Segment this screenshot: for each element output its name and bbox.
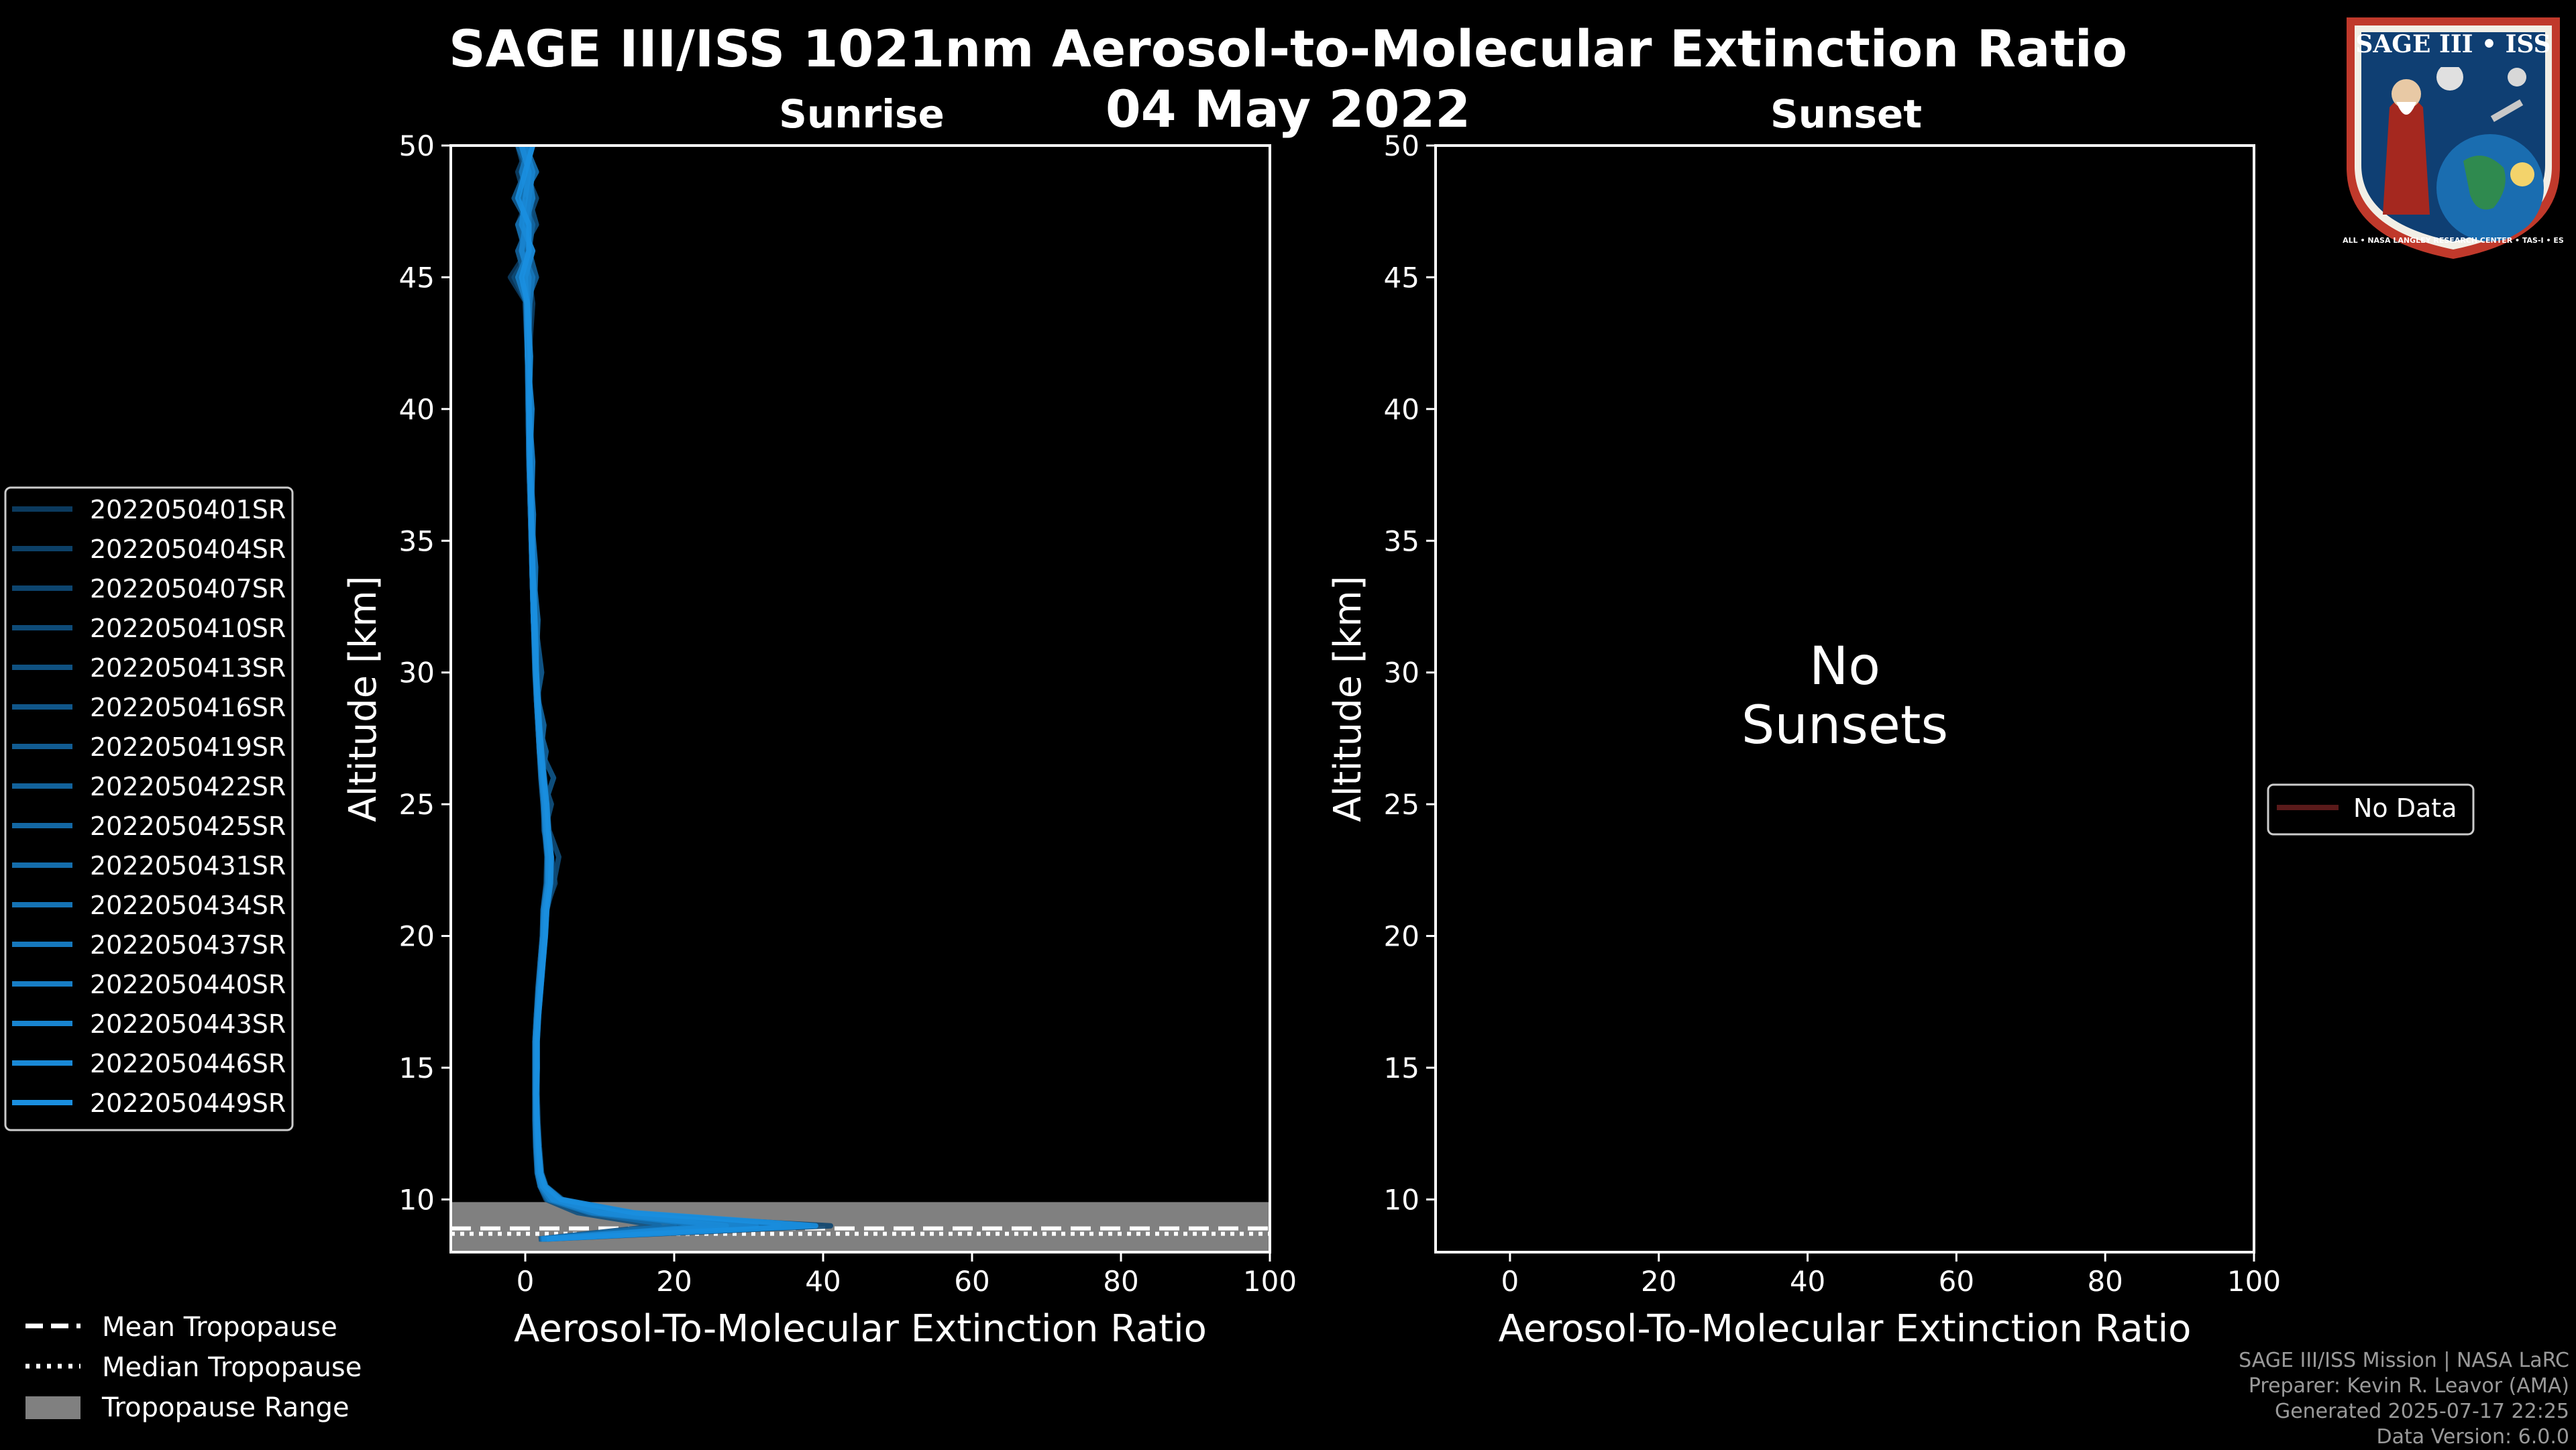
- sunset-panel: Sunset 0 20 40 60 80 100 10 15 20 25 30 35 40 45 50 Aero…: [1326, 91, 2281, 1351]
- sage-iii-iss-mission-patch: SAGE III • ISS BALL • NASA LANGLEY RESEA…: [2343, 17, 2564, 259]
- no-data-label: No Data: [2353, 793, 2457, 823]
- y-tick-label: 20: [399, 920, 435, 953]
- x-tick-label: 40: [1790, 1265, 1825, 1298]
- credit-generated: Generated 2025-07-17 22:25: [2274, 1400, 2569, 1423]
- y-tick-label: 15: [1384, 1052, 1419, 1084]
- x-tick-label: 20: [656, 1265, 692, 1298]
- x-tick-label: 60: [954, 1265, 989, 1298]
- series-line-2022050449SR: [515, 144, 818, 1242]
- legend-label: 2022050413SR: [90, 653, 286, 683]
- legend-label: 2022050449SR: [90, 1089, 286, 1118]
- y-tick-label: 35: [399, 524, 435, 557]
- legend-label: 2022050434SR: [90, 891, 286, 920]
- series-line-2022050419SR: [511, 144, 796, 1242]
- legend-label: 2022050446SR: [90, 1049, 286, 1078]
- no-sunsets-annotation-line1: No: [1809, 636, 1880, 697]
- y-tick-label: 40: [399, 393, 435, 426]
- y-tick-label: 40: [1384, 393, 1419, 426]
- credit-version: Data Version: 6.0.0: [2376, 1425, 2569, 1449]
- series-line-2022050434SR: [519, 144, 737, 1242]
- legend-label: 2022050404SR: [90, 535, 286, 564]
- y-tick-label: 35: [1384, 524, 1419, 557]
- credits-footer: SAGE III/ISS Mission | NASA LaRC Prepare…: [2239, 1348, 2569, 1450]
- legend-label: 2022050407SR: [90, 574, 286, 604]
- legend-label: 2022050431SR: [90, 851, 286, 881]
- patch-title: SAGE III • ISS: [2355, 30, 2551, 58]
- x-axis-label: Aerosol-To-Molecular Extinction Ratio: [514, 1307, 1207, 1351]
- x-tick-label: 100: [1243, 1265, 1297, 1298]
- tropopause-range-label: Tropopause Range: [101, 1392, 350, 1423]
- legend-label: 2022050416SR: [90, 693, 286, 722]
- series-line-2022050404SR: [515, 144, 774, 1242]
- x-tick-label: 0: [517, 1265, 535, 1298]
- x-axis-label: Aerosol-To-Molecular Extinction Ratio: [1499, 1307, 2192, 1351]
- legend-frame: [2267, 783, 2475, 836]
- sunset-legend: No Data: [2267, 783, 2475, 836]
- y-tick-label: 25: [1384, 788, 1419, 821]
- y-tick-label: 45: [399, 261, 435, 294]
- x-tick-label: 20: [1641, 1265, 1676, 1298]
- main-title: SAGE III/ISS 1021nm Aerosol-to-Molecular…: [448, 19, 2128, 78]
- legend-label: 2022050425SR: [90, 812, 286, 841]
- plot-frame: [449, 144, 1271, 1253]
- y-tick-label: 50: [399, 129, 435, 162]
- legend-label: 2022050437SR: [90, 930, 286, 960]
- legend-label: 2022050422SR: [90, 772, 286, 801]
- x-tick-label: 80: [2087, 1265, 2123, 1298]
- x-tick-label: 0: [1501, 1265, 1519, 1298]
- legend-label: 2022050440SR: [90, 970, 286, 999]
- y-axis-label: Altitude [km]: [341, 575, 385, 822]
- series-line-2022050413SR: [519, 144, 662, 1242]
- mean-tropopause-label: Mean Tropopause: [102, 1312, 337, 1343]
- series-line-2022050440SR: [515, 144, 714, 1242]
- sunrise-panel: Sunrise 0 20 40 60 80 100 10 15 20 25 30 35 40 45 50 Aer…: [341, 91, 1297, 1351]
- x-tick-label: 100: [2227, 1265, 2281, 1298]
- y-tick-label: 45: [1384, 261, 1419, 294]
- credit-mission: SAGE III/ISS Mission | NASA LaRC: [2239, 1349, 2569, 1372]
- no-sunsets-annotation-line2: Sunsets: [1741, 695, 1948, 756]
- x-tick-label: 40: [805, 1265, 841, 1298]
- y-tick-label: 10: [1384, 1183, 1419, 1216]
- panel-title: Sunset: [1770, 91, 1922, 137]
- y-tick-label: 25: [399, 788, 435, 821]
- x-tick-label: 60: [1939, 1265, 1974, 1298]
- plot-frame: [1434, 144, 2255, 1253]
- series-line-2022050422SR: [519, 144, 707, 1242]
- legend-label: 2022050401SR: [90, 495, 286, 524]
- legend-label: 2022050419SR: [90, 732, 286, 762]
- series-line-2022050401SR: [507, 144, 722, 1242]
- patch-ring-text: BALL • NASA LANGLEY RESEARCH CENTER • TA…: [2343, 236, 2564, 245]
- y-tick-label: 30: [1384, 657, 1419, 689]
- legend-label: 2022050443SR: [90, 1009, 286, 1039]
- credit-preparer: Preparer: Kevin R. Leavor (AMA): [2248, 1374, 2569, 1398]
- sunrise-series-legend: 2022050401SR 2022050404SR 2022050407SR 2022…: [4, 486, 294, 1131]
- median-tropopause-label: Median Tropopause: [102, 1352, 362, 1383]
- series-line-2022050446SR: [519, 144, 729, 1242]
- date-title: 04 May 2022: [1105, 79, 1471, 139]
- series-line-2022050437SR: [519, 144, 782, 1242]
- series-line-2022050425SR: [515, 144, 811, 1242]
- legend-label: 2022050410SR: [90, 614, 286, 643]
- series-line-2022050443SR: [519, 144, 759, 1242]
- series-line-2022050407SR: [519, 145, 834, 1242]
- y-tick-label: 30: [399, 657, 435, 689]
- y-tick-label: 10: [399, 1183, 435, 1216]
- y-tick-label: 15: [399, 1052, 435, 1084]
- tropopause-range-swatch: [25, 1396, 80, 1419]
- series-line-2022050431SR: [515, 145, 677, 1242]
- x-tick-label: 80: [1103, 1265, 1138, 1298]
- legend-frame: [4, 486, 294, 1131]
- y-axis-label: Altitude [km]: [1326, 575, 1370, 822]
- y-tick-label: 20: [1384, 920, 1419, 953]
- panel-title: Sunrise: [779, 91, 945, 137]
- series-line-2022050416SR: [519, 145, 751, 1242]
- y-tick-label: 50: [1384, 129, 1419, 162]
- tropopause-legend: Mean Tropopause Median Tropopause Tropopau…: [25, 1312, 362, 1423]
